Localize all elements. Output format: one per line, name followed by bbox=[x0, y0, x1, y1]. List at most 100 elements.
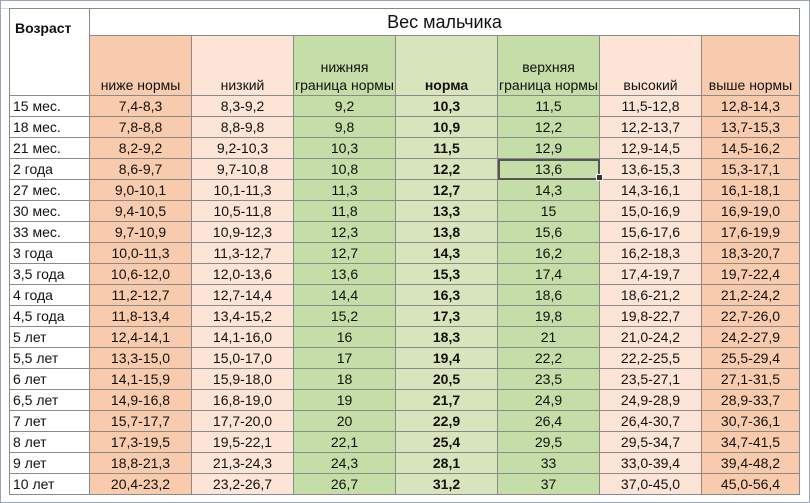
value-cell[interactable]: 17 bbox=[293, 347, 396, 369]
value-cell[interactable]: 13,6 bbox=[497, 158, 600, 180]
value-cell[interactable]: 15,6-17,6 bbox=[599, 221, 702, 243]
column-header-above-norm[interactable]: выше нормы bbox=[701, 35, 800, 96]
value-cell[interactable]: 8,3-9,2 bbox=[191, 95, 294, 117]
value-cell[interactable]: 14,1-16,0 bbox=[191, 326, 294, 348]
age-cell[interactable]: 7 лет bbox=[9, 410, 90, 432]
value-cell[interactable]: 10,5-11,8 bbox=[191, 200, 294, 222]
column-header-below-norm[interactable]: ниже нормы bbox=[89, 35, 192, 96]
value-cell[interactable]: 21,0-24,2 bbox=[599, 326, 702, 348]
value-cell[interactable]: 17,6-19,9 bbox=[701, 221, 800, 243]
value-cell[interactable]: 24,9-28,9 bbox=[599, 389, 702, 411]
value-cell[interactable]: 22,7-26,0 bbox=[701, 305, 800, 327]
value-cell[interactable]: 17,7-20,0 bbox=[191, 410, 294, 432]
value-cell[interactable]: 15,0-17,0 bbox=[191, 347, 294, 369]
column-header-high[interactable]: высокий bbox=[599, 35, 702, 96]
value-cell[interactable]: 20,4-23,2 bbox=[89, 473, 192, 495]
value-cell[interactable]: 16,3 bbox=[395, 284, 498, 306]
value-cell[interactable]: 18 bbox=[293, 368, 396, 390]
value-cell[interactable]: 16 bbox=[293, 326, 396, 348]
value-cell[interactable]: 14,4 bbox=[293, 284, 396, 306]
value-cell[interactable]: 11,3 bbox=[293, 179, 396, 201]
value-cell[interactable]: 33 bbox=[497, 452, 600, 474]
table-title[interactable]: Вес мальчика bbox=[89, 8, 800, 36]
value-cell[interactable]: 19,5-22,1 bbox=[191, 431, 294, 453]
value-cell[interactable]: 21 bbox=[497, 326, 600, 348]
value-cell[interactable]: 15,0-16,9 bbox=[599, 200, 702, 222]
value-cell[interactable]: 12,8-14,3 bbox=[701, 95, 800, 117]
value-cell[interactable]: 25,4 bbox=[395, 431, 498, 453]
value-cell[interactable]: 30,7-36,1 bbox=[701, 410, 800, 432]
column-header-low[interactable]: низкий bbox=[191, 35, 294, 96]
value-cell[interactable]: 13,3-15,0 bbox=[89, 347, 192, 369]
value-cell[interactable]: 22,2 bbox=[497, 347, 600, 369]
value-cell[interactable]: 9,0-10,1 bbox=[89, 179, 192, 201]
value-cell[interactable]: 16,8-19,0 bbox=[191, 389, 294, 411]
age-cell[interactable]: 21 мес. bbox=[9, 137, 90, 159]
value-cell[interactable]: 19,7-22,4 bbox=[701, 263, 800, 285]
value-cell[interactable]: 20,5 bbox=[395, 368, 498, 390]
value-cell[interactable]: 18,3-20,7 bbox=[701, 242, 800, 264]
value-cell[interactable]: 16,9-19,0 bbox=[701, 200, 800, 222]
age-cell[interactable]: 8 лет bbox=[9, 431, 90, 453]
age-cell[interactable]: 10 лет bbox=[9, 473, 90, 495]
value-cell[interactable]: 8,8-9,8 bbox=[191, 116, 294, 138]
value-cell[interactable]: 13,4-15,2 bbox=[191, 305, 294, 327]
fill-handle[interactable] bbox=[596, 174, 603, 181]
value-cell[interactable]: 10,3 bbox=[395, 95, 498, 117]
age-cell[interactable]: 2 года bbox=[9, 158, 90, 180]
value-cell[interactable]: 26,7 bbox=[293, 473, 396, 495]
value-cell[interactable]: 10,0-11,3 bbox=[89, 242, 192, 264]
age-cell[interactable]: 30 мес. bbox=[9, 200, 90, 222]
value-cell[interactable]: 37,0-45,0 bbox=[599, 473, 702, 495]
value-cell[interactable]: 24,3 bbox=[293, 452, 396, 474]
column-header-norm[interactable]: норма bbox=[395, 35, 498, 96]
value-cell[interactable]: 11,5-12,8 bbox=[599, 95, 702, 117]
value-cell[interactable]: 10,8 bbox=[293, 158, 396, 180]
column-header-lower-bound[interactable]: нижняя граница нормы bbox=[293, 35, 396, 96]
value-cell[interactable]: 12,2 bbox=[497, 116, 600, 138]
age-cell[interactable]: 4 года bbox=[9, 284, 90, 306]
value-cell[interactable]: 12,0-13,6 bbox=[191, 263, 294, 285]
value-cell[interactable]: 12,9 bbox=[497, 137, 600, 159]
value-cell[interactable]: 11,8 bbox=[293, 200, 396, 222]
value-cell[interactable]: 12,7 bbox=[395, 179, 498, 201]
value-cell[interactable]: 22,1 bbox=[293, 431, 396, 453]
value-cell[interactable]: 13,6-15,3 bbox=[599, 158, 702, 180]
value-cell[interactable]: 13,8 bbox=[395, 221, 498, 243]
value-cell[interactable]: 12,2 bbox=[395, 158, 498, 180]
value-cell[interactable]: 21,2-24,2 bbox=[701, 284, 800, 306]
value-cell[interactable]: 12,9-14,5 bbox=[599, 137, 702, 159]
value-cell[interactable]: 13,6 bbox=[293, 263, 396, 285]
value-cell[interactable]: 12,2-13,7 bbox=[599, 116, 702, 138]
age-cell[interactable]: 5,5 лет bbox=[9, 347, 90, 369]
value-cell[interactable]: 45,0-56,4 bbox=[701, 473, 800, 495]
value-cell[interactable]: 8,2-9,2 bbox=[89, 137, 192, 159]
value-cell[interactable]: 11,5 bbox=[395, 137, 498, 159]
age-cell[interactable]: 6,5 лет bbox=[9, 389, 90, 411]
value-cell[interactable]: 10,6-12,0 bbox=[89, 263, 192, 285]
value-cell[interactable]: 11,2-12,7 bbox=[89, 284, 192, 306]
value-cell[interactable]: 22,2-25,5 bbox=[599, 347, 702, 369]
value-cell[interactable]: 37 bbox=[497, 473, 600, 495]
value-cell[interactable]: 14,5-16,2 bbox=[701, 137, 800, 159]
value-cell[interactable]: 14,3 bbox=[497, 179, 600, 201]
age-cell[interactable]: 33 мес. bbox=[9, 221, 90, 243]
value-cell[interactable]: 17,3-19,5 bbox=[89, 431, 192, 453]
age-column-header[interactable]: Возраст bbox=[9, 8, 90, 96]
age-cell[interactable]: 3,5 года bbox=[9, 263, 90, 285]
value-cell[interactable]: 18,3 bbox=[395, 326, 498, 348]
value-cell[interactable]: 23,5 bbox=[497, 368, 600, 390]
value-cell[interactable]: 10,9-12,3 bbox=[191, 221, 294, 243]
value-cell[interactable]: 9,7-10,9 bbox=[89, 221, 192, 243]
value-cell[interactable]: 27,1-31,5 bbox=[701, 368, 800, 390]
value-cell[interactable]: 9,8 bbox=[293, 116, 396, 138]
value-cell[interactable]: 16,1-18,1 bbox=[701, 179, 800, 201]
value-cell[interactable]: 25,5-29,4 bbox=[701, 347, 800, 369]
value-cell[interactable]: 20 bbox=[293, 410, 396, 432]
age-cell[interactable]: 3 года bbox=[9, 242, 90, 264]
value-cell[interactable]: 33,0-39,4 bbox=[599, 452, 702, 474]
value-cell[interactable]: 15,9-18,0 bbox=[191, 368, 294, 390]
value-cell[interactable]: 17,3 bbox=[395, 305, 498, 327]
value-cell[interactable]: 14,3 bbox=[395, 242, 498, 264]
value-cell[interactable]: 9,2-10,3 bbox=[191, 137, 294, 159]
